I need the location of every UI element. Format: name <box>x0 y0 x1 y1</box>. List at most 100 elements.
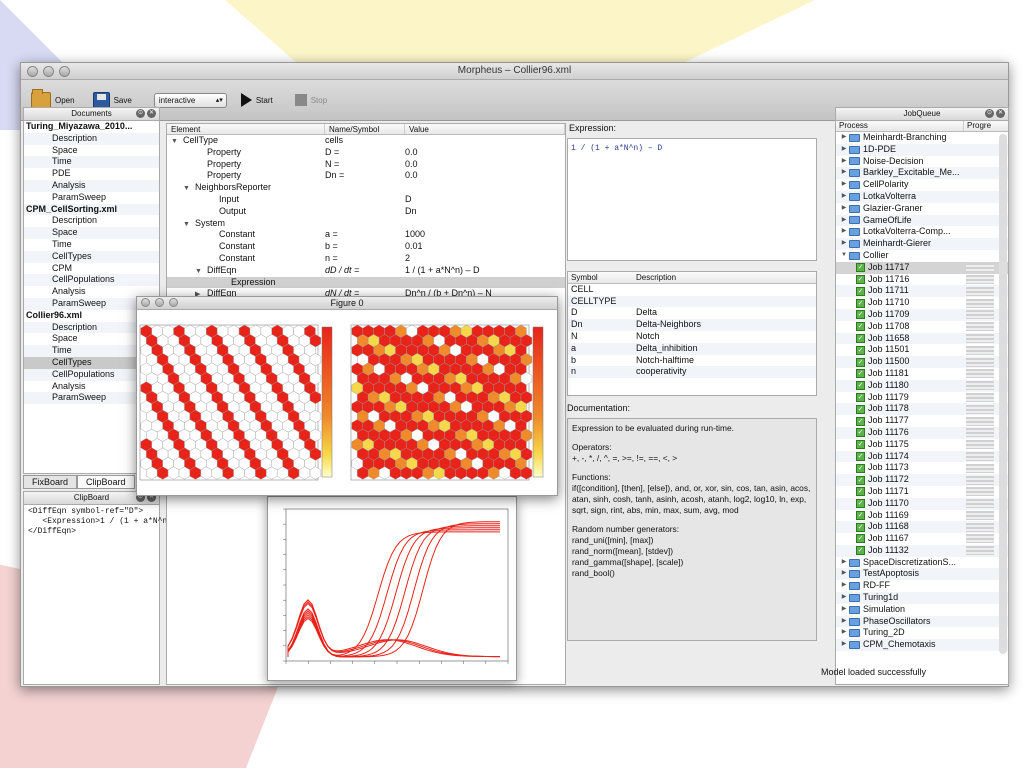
process-group[interactable]: ▶ Turing_2D <box>836 627 1008 639</box>
job-item[interactable]: ✓ Job 11181 <box>836 368 1008 380</box>
column-description[interactable]: Description <box>636 273 677 282</box>
document-item[interactable]: Space <box>52 144 78 155</box>
document-item[interactable]: Time <box>24 156 159 169</box>
disclosure-triangle-icon[interactable]: ▶ <box>841 228 847 235</box>
column-value[interactable]: Value <box>405 124 565 134</box>
process-group[interactable]: ▶ 1D-PDE <box>836 143 1008 156</box>
disclosure-triangle-icon[interactable]: ▶ <box>841 240 847 247</box>
document-item[interactable]: Space <box>24 227 159 239</box>
save-button[interactable]: Save <box>92 91 132 109</box>
disclosure-triangle-icon[interactable]: ▶ <box>841 134 847 140</box>
document-item[interactable]: Description <box>24 321 159 334</box>
process-group[interactable]: ▶ CellPolarity <box>836 179 1008 191</box>
job-item[interactable]: ✓ Job 11175 <box>836 439 1008 451</box>
clipboard-content[interactable]: <DiffEqn symbol-ref="D"> <Expression>1 /… <box>28 507 191 536</box>
disclosure-triangle-icon[interactable]: ▼ <box>841 251 847 258</box>
document-item[interactable]: Description <box>24 132 159 145</box>
disclosure-triangle-icon[interactable]: ▶ <box>841 641 847 648</box>
document-item[interactable]: ParamSweep <box>52 191 107 202</box>
document-item[interactable]: Description <box>52 215 98 226</box>
document-item[interactable]: CellPopulations <box>24 368 159 381</box>
tree-row[interactable]: Output Dn <box>167 206 565 218</box>
float-icon[interactable]: ⊙ <box>985 109 994 118</box>
symbol-row[interactable]: N Notch <box>568 331 816 343</box>
close-icon[interactable]: ✕ <box>147 493 156 502</box>
job-item[interactable]: ✓ Job 11658 <box>836 332 1008 345</box>
job-item[interactable]: ✓ Job 11710 <box>836 297 1008 309</box>
process-group[interactable]: ▶ LotkaVolterra <box>836 190 1008 203</box>
disclosure-triangle-icon[interactable]: ▼ <box>183 185 190 193</box>
symbol-row[interactable]: CELL <box>568 284 816 296</box>
job-item[interactable]: ✓ Job 11172 <box>836 474 1008 486</box>
open-button[interactable]: Open <box>31 89 75 108</box>
column-progress[interactable]: Progre <box>967 121 992 130</box>
job-item[interactable]: ✓ Job 11168 <box>836 521 1008 534</box>
minimize-window-button[interactable] <box>43 66 54 77</box>
job-item[interactable]: ✓ Job 11173 <box>836 462 1008 474</box>
zoom-figure-button[interactable] <box>169 298 178 307</box>
document-item[interactable]: Analysis <box>52 286 86 297</box>
figure-0-window[interactable]: Figure 0 <box>136 296 558 496</box>
job-item[interactable]: ✓ Job 11132 <box>836 544 1008 557</box>
document-item[interactable]: CellTypes <box>24 250 159 263</box>
document-item[interactable]: Analysis <box>24 179 159 192</box>
process-group[interactable]: ▶ Meinhardt-Branching <box>836 132 1008 144</box>
symbol-row[interactable]: b Notch-halftime <box>568 355 816 367</box>
document-item[interactable]: CellPopulations <box>24 274 159 287</box>
tree-row[interactable]: Constant b = 0.01 <box>167 241 565 253</box>
column-process[interactable]: Process <box>836 121 964 131</box>
process-group[interactable]: ▶ Noise-Decision <box>836 156 1008 168</box>
job-item[interactable]: ✓ Job 11716 <box>836 274 1008 286</box>
column-symbol[interactable]: Symbol <box>571 273 598 282</box>
process-group[interactable]: ▶ Simulation <box>836 604 1008 616</box>
job-item[interactable]: ✓ Job 11174 <box>836 450 1008 463</box>
close-window-button[interactable] <box>27 66 38 77</box>
disclosure-triangle-icon[interactable]: ▶ <box>841 192 847 199</box>
float-icon[interactable]: ⊙ <box>136 109 145 118</box>
column-name-symbol[interactable]: Name/Symbol <box>325 124 405 134</box>
symbol-row[interactable]: a Delta_inhibition <box>568 342 816 355</box>
job-item[interactable]: ✓ Job 11170 <box>836 497 1008 510</box>
job-item[interactable]: ✓ Job 11500 <box>836 356 1008 368</box>
stop-button[interactable]: Stop <box>294 94 327 106</box>
disclosure-triangle-icon[interactable]: ▼ <box>171 138 178 145</box>
minimize-figure-button[interactable] <box>155 298 164 307</box>
job-item[interactable]: ✓ Job 11708 <box>836 321 1008 333</box>
run-mode-select[interactable]: interactive ▴▾ <box>153 92 227 108</box>
disclosure-triangle-icon[interactable]: ▶ <box>841 582 847 589</box>
process-group[interactable]: ▶ LotkaVolterra-Comp... <box>836 226 1008 238</box>
disclosure-triangle-icon[interactable]: ▶ <box>841 570 847 577</box>
figure-1-window[interactable] <box>267 496 517 681</box>
tree-row[interactable]: Constant a = 1000 <box>167 229 565 241</box>
symbol-row[interactable]: n cooperativity <box>568 366 816 379</box>
disclosure-triangle-icon[interactable]: ▶ <box>841 181 847 188</box>
tree-row[interactable]: ▼ CellType cells <box>167 135 565 147</box>
process-group[interactable]: ▶ Barkley_Excitable_Me... <box>836 167 1008 180</box>
float-icon[interactable]: ⊙ <box>136 493 145 502</box>
process-group[interactable]: ▶ SpaceDiscretizationS... <box>836 557 1008 569</box>
close-icon[interactable]: ✕ <box>147 109 156 118</box>
disclosure-triangle-icon[interactable]: ▶ <box>841 558 847 565</box>
zoom-window-button[interactable] <box>59 66 70 77</box>
disclosure-triangle-icon[interactable]: ▶ <box>841 169 847 176</box>
job-item[interactable]: ✓ Job 11501 <box>836 344 1008 356</box>
document-item[interactable]: Analysis <box>52 380 86 391</box>
document-item[interactable]: ParamSweep <box>24 297 159 310</box>
document-item[interactable]: CPM <box>52 262 72 273</box>
process-group[interactable]: ▼ Collier <box>836 250 1008 262</box>
tree-row[interactable]: Input D <box>167 194 565 206</box>
disclosure-triangle-icon[interactable]: ▶ <box>841 145 847 152</box>
tree-row[interactable]: ▶ DiffEqn dN / dt = Dn^n / (b + Dn^n) – N <box>167 288 565 300</box>
document-item[interactable]: CellTypes <box>24 356 159 369</box>
tree-row[interactable]: Constant n = 2 <box>167 253 565 265</box>
disclosure-triangle-icon[interactable]: ▶ <box>841 617 847 624</box>
job-item[interactable]: ✓ Job 11179 <box>836 392 1008 404</box>
job-item[interactable]: ✓ Job 11176 <box>836 426 1008 439</box>
tree-row[interactable]: ▼ System <box>167 218 565 230</box>
job-item[interactable]: ✓ Job 11717 <box>836 261 1008 274</box>
disclosure-triangle-icon[interactable]: ▶ <box>841 594 847 601</box>
tab-fixboard[interactable]: FixBoard <box>23 475 78 489</box>
tree-row[interactable]: Property D = 0.0 <box>167 147 565 159</box>
tree-row[interactable]: Property Dn = 0.0 <box>167 170 565 182</box>
start-button[interactable]: Start <box>240 93 273 107</box>
